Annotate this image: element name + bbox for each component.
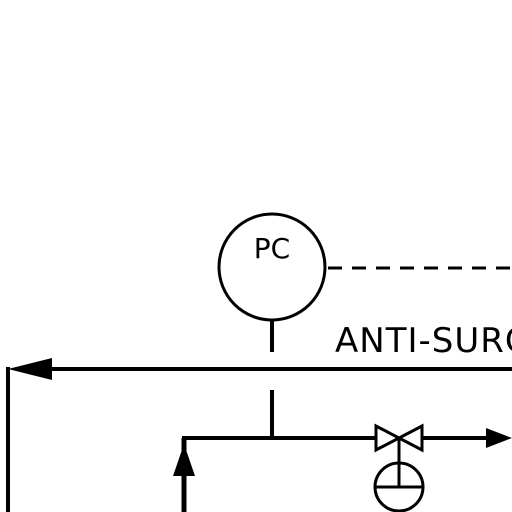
control-valve-icon[interactable] (373, 423, 425, 512)
flow-arrow-right-icon (486, 428, 512, 448)
controller-tag: PC (254, 232, 290, 265)
pressure-controller-bubble[interactable] (217, 212, 327, 322)
flow-arrow-left-icon (8, 358, 52, 380)
anti-surge-line-label: ANTI-SURGE (335, 321, 512, 361)
flow-arrow-up-icon (173, 444, 195, 476)
